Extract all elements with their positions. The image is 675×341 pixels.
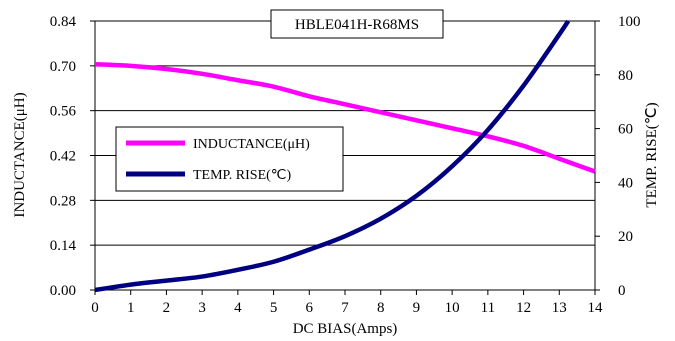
left-y-tick-label: 0.42 <box>50 149 76 165</box>
right-y-tick-label: 0 <box>618 283 626 299</box>
x-tick-label: 9 <box>413 300 421 316</box>
left-y-tick-label: 0.84 <box>50 14 77 30</box>
legend-label-inductance: INDUCTANCE(μH) <box>193 137 310 152</box>
x-tick-label: 0 <box>91 300 99 316</box>
right-y-tick-label: 40 <box>618 175 633 191</box>
series-line-temp-rise <box>94 19 571 293</box>
x-tick-label: 1 <box>127 300 135 316</box>
right-y-tick-label: 100 <box>618 14 641 30</box>
x-tick-label: 12 <box>516 300 531 316</box>
title-box-border <box>270 9 444 39</box>
left-y-tick-label: 0.56 <box>50 104 77 120</box>
right-y-axis-title: TEMP. RISE(℃) <box>644 102 660 207</box>
left-y-axis-title: INDUCTANCE(μH) <box>12 92 28 217</box>
right-y-tick-labels: 0 20 40 60 80 100 <box>618 14 641 299</box>
x-tick-label: 11 <box>481 300 495 316</box>
x-tick-label: 3 <box>198 300 206 316</box>
x-tick-label: 7 <box>341 300 349 316</box>
legend-box <box>115 126 344 192</box>
x-tick-label: 4 <box>234 300 242 316</box>
x-tick-label: 8 <box>377 300 385 316</box>
chart-title-box: HBLE041H-R68MS <box>270 9 444 39</box>
x-axis-title: DC BIAS(Amps) <box>293 321 398 337</box>
x-tick-label: 2 <box>163 300 171 316</box>
chart-title: HBLE041H-R68MS <box>295 17 419 33</box>
x-tick-label: 14 <box>588 300 604 316</box>
x-tick-label: 5 <box>270 300 278 316</box>
x-tick-label: 10 <box>445 300 460 316</box>
right-y-tick-label: 60 <box>618 122 633 138</box>
series-lines <box>94 19 596 293</box>
right-y-tick-label: 20 <box>618 229 633 245</box>
x-tick-label: 6 <box>306 300 314 316</box>
x-tick-label: 13 <box>552 300 567 316</box>
legend-label-temp-rise: TEMP. RISE(℃) <box>193 168 292 183</box>
left-y-tick-label: 0.14 <box>50 238 77 254</box>
right-y-tick-label: 80 <box>618 68 633 84</box>
left-y-tick-label: 0.70 <box>50 59 76 75</box>
left-y-tick-label: 0.28 <box>50 193 76 209</box>
left-y-tick-labels: 0.00 0.14 0.28 0.42 0.56 0.70 0.84 <box>50 14 77 299</box>
x-tick-labels: 0 1 2 3 4 5 6 7 8 9 10 11 12 13 14 <box>91 300 603 316</box>
series-line-inductance <box>94 61 596 174</box>
left-y-tick-label: 0.00 <box>50 283 76 299</box>
legend: INDUCTANCE(μH) TEMP. RISE(℃) <box>115 126 344 192</box>
